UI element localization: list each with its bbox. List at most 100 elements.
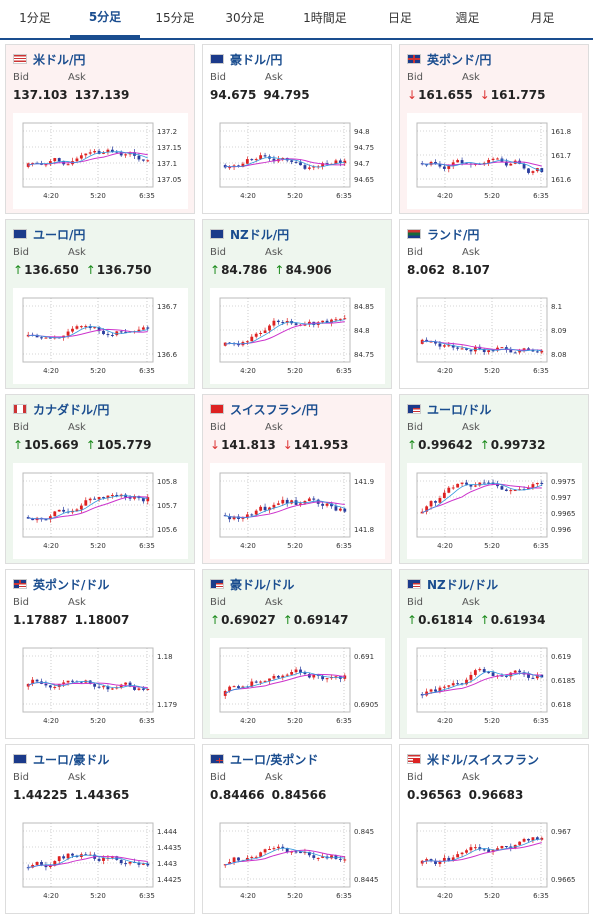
chart-container[interactable]: 0.691 0.6905 4:20 5:20 6:35 (210, 638, 385, 734)
tab-1[interactable]: 5分足 (70, 0, 140, 38)
chart-container[interactable]: 137.2 137.15 137.1 137.05 4:20 5:20 6:35 (13, 113, 188, 209)
tab-4[interactable]: 1時間足 (303, 11, 347, 25)
candle (254, 509, 258, 516)
rate-card[interactable]: 豪ドル/円 Bid Ask 94.675 94.795 94.8 94.75 94.7 94.6… (202, 44, 392, 214)
y-tick-label: 1.444 (157, 828, 178, 836)
currency-pair-link[interactable]: NZドル/ドル (427, 577, 499, 592)
bid-label: Bid (13, 772, 29, 783)
chart-container[interactable]: 0.9975 0.997 0.9965 0.996 4:20 5:20 6:35 (407, 463, 582, 559)
eu-flag-icon (13, 754, 27, 764)
bid-price: ↑136.650 (13, 263, 79, 278)
currency-pair-link[interactable]: ユーロ/豪ドル (33, 752, 110, 767)
candle (276, 844, 280, 851)
currency-pair-link[interactable]: ユーロ/円 (33, 227, 86, 242)
currency-pair-link[interactable]: スイスフラン/円 (230, 402, 319, 417)
chart-container[interactable]: 0.967 0.9665 4:20 5:20 6:35 (407, 813, 582, 909)
chart-container[interactable]: 0.619 0.6185 0.618 4:20 5:20 6:35 (407, 638, 582, 734)
candle (325, 502, 329, 508)
candle (146, 494, 150, 505)
price-values: 0.96563 0.96683 (407, 788, 581, 803)
rate-card[interactable]: 米ドル/円 Bid Ask 137.103 137.139 137.2 137.15 137.… (5, 44, 195, 214)
chart-container[interactable]: 0.845 0.8445 4:20 5:20 6:35 (210, 813, 385, 909)
bid-label: Bid (210, 597, 226, 608)
rate-card[interactable]: ユーロ/英ポンド Bid Ask 0.84466 0.84566 0.845 0.8445 4… (202, 744, 392, 914)
candle (79, 503, 83, 513)
rate-card[interactable]: ユーロ/豪ドル Bid Ask 1.44225 1.44365 1.444 1.4435 1.… (5, 744, 195, 914)
y-tick-label: 1.443 (157, 860, 177, 868)
candle (343, 507, 347, 513)
tab-0[interactable]: 1分足 (19, 11, 51, 25)
currency-pair-link[interactable]: 米ドル/円 (33, 52, 86, 67)
tab-5[interactable]: 日足 (387, 11, 412, 25)
chart-container[interactable]: 1.18 1.179 4:20 5:20 6:35 (13, 638, 188, 734)
price-chart: 0.845 0.8445 4:20 5:20 6:35 (219, 822, 379, 900)
x-tick-label: 4:20 (437, 542, 453, 550)
candle (540, 836, 544, 841)
chart-container[interactable]: 141.9 141.8 4:20 5:20 6:35 (210, 463, 385, 559)
rate-card[interactable]: スイスフラン/円 Bid Ask ↓141.813 ↓141.953 141.9 141.8… (202, 394, 392, 564)
price-labels: Bid Ask (13, 422, 187, 435)
price-chart: 0.619 0.6185 0.618 4:20 5:20 6:35 (416, 647, 576, 725)
arrow-up-icon: ↑ (210, 263, 221, 277)
rate-card[interactable]: 米ドル/スイスフラン Bid Ask 0.96563 0.96683 0.967 0.966… (399, 744, 589, 914)
y-tick-label: 161.7 (551, 152, 571, 160)
price-values: ↑0.61814 ↑0.61934 (407, 613, 581, 628)
ask-value: 8.107 (451, 263, 490, 277)
chart-container[interactable]: 8.1 8.09 8.08 4:20 5:20 6:35 (407, 288, 582, 384)
currency-pair-link[interactable]: ランド/円 (427, 227, 480, 242)
y-tick-label: 0.6185 (551, 677, 576, 685)
candle (434, 858, 437, 867)
candle (272, 155, 276, 164)
rate-card[interactable]: 英ポンド/ドル Bid Ask 1.17887 1.18007 1.18 1.179 4:20… (5, 569, 195, 739)
rate-card[interactable]: NZドル/ドル Bid Ask ↑0.61814 ↑0.61934 0.619 0.6185… (399, 569, 589, 739)
rate-card[interactable]: NZドル/円 Bid Ask ↑84.786 ↑84.906 84.85 84.8 84.75… (202, 219, 392, 389)
rate-card[interactable]: 豪ドル/ドル Bid Ask ↑0.69027 ↑0.69147 0.691 0.6905 4… (202, 569, 392, 739)
candle (438, 495, 442, 504)
rate-card[interactable]: ユーロ/円 Bid Ask ↑136.650 ↑136.750 136.7 136.6 4:2… (5, 219, 195, 389)
ask-value: 1.44365 (74, 788, 130, 802)
tab-3[interactable]: 30分足 (225, 11, 265, 25)
candle (285, 497, 289, 507)
price-chart: 105.8 105.7 105.6 4:20 5:20 6:35 (22, 472, 178, 550)
tab-7[interactable]: 月足 (530, 11, 555, 25)
bid-price: 1.17887 (13, 613, 68, 628)
chart-container[interactable]: 1.444 1.4435 1.443 1.4425 4:20 5:20 6:35 (13, 813, 188, 909)
tab-6[interactable]: 週足 (455, 11, 480, 25)
chart-container[interactable]: 161.8 161.7 161.6 4:20 5:20 6:35 (407, 113, 582, 209)
currency-pair-link[interactable]: 豪ドル/円 (230, 52, 283, 67)
currency-pair-link[interactable]: 米ドル/スイスフラン (427, 752, 540, 767)
tab-2[interactable]: 15分足 (155, 11, 195, 25)
price-values: ↑136.650 ↑136.750 (13, 263, 187, 278)
currency-pair-link[interactable]: NZドル/円 (230, 227, 290, 242)
candle (535, 482, 539, 487)
currency-pair-link[interactable]: カナダドル/円 (33, 402, 110, 417)
candle (343, 673, 347, 681)
rate-card[interactable]: 英ポンド/円 Bid Ask ↓161.655 ↓161.775 161.8 161.7 16… (399, 44, 589, 214)
currency-pair-link[interactable]: 英ポンド/ドル (33, 577, 110, 592)
ask-value: 105.779 (96, 438, 152, 452)
rate-card[interactable]: ユーロ/ドル Bid Ask ↑0.99642 ↑0.99732 0.9975 0.997 0… (399, 394, 589, 564)
card-header: ユーロ/豪ドル (13, 751, 187, 767)
candle (487, 847, 491, 853)
arrow-down-icon: ↓ (210, 438, 221, 452)
currency-pair-link[interactable]: 豪ドル/ドル (230, 577, 295, 592)
chart-container[interactable]: 136.7 136.6 4:20 5:20 6:35 (13, 288, 188, 384)
candle (434, 500, 437, 506)
rate-card[interactable]: カナダドル/円 Bid Ask ↑105.669 ↑105.779 105.8 105.7 1… (5, 394, 195, 564)
ask-price: 0.84566 (272, 788, 327, 803)
arrow-up-icon: ↑ (13, 438, 24, 452)
y-tick-label: 105.6 (157, 526, 178, 534)
currency-pair-link[interactable]: ユーロ/ドル (427, 402, 492, 417)
rate-card[interactable]: ランド/円 Bid Ask 8.062 8.107 8.1 8.09 8.08 4:20 5:20… (399, 219, 589, 389)
price-chart: 141.9 141.8 4:20 5:20 6:35 (219, 472, 374, 550)
short-average-line (422, 340, 542, 352)
price-chart: 8.1 8.09 8.08 4:20 5:20 6:35 (416, 297, 567, 375)
candle (338, 856, 342, 862)
chart-container[interactable]: 105.8 105.7 105.6 4:20 5:20 6:35 (13, 463, 188, 559)
chart-container[interactable]: 84.85 84.8 84.75 4:20 5:20 6:35 (210, 288, 385, 384)
chart-container[interactable]: 94.8 94.75 94.7 94.65 4:20 5:20 6:35 (210, 113, 385, 209)
currency-pair-link[interactable]: 英ポンド/円 (427, 52, 492, 67)
currency-pair-link[interactable]: ユーロ/英ポンド (230, 752, 319, 767)
ask-label: Ask (462, 72, 480, 83)
candle (26, 515, 30, 519)
